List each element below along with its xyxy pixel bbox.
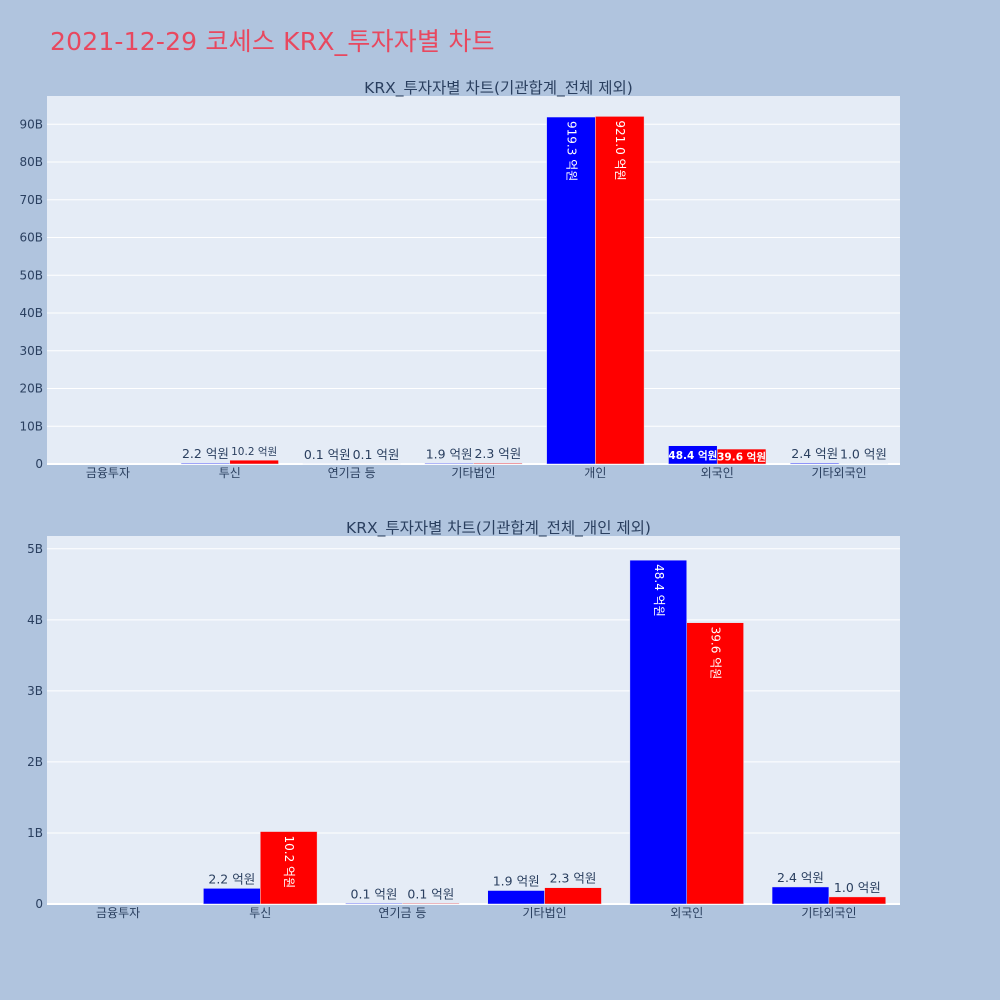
data-label: 921.0 억원 [613, 120, 627, 180]
x-tick-label: 기타외국인 [801, 906, 856, 920]
data-label: 2.3 억원 [550, 871, 597, 886]
data-label: 10.2 억원 [231, 446, 277, 458]
bar-blue [546, 116, 596, 465]
y-tick-label: 0 [35, 457, 43, 471]
bar-blue [790, 462, 840, 465]
y-tick-label: 70B [19, 193, 43, 207]
data-label: 1.0 억원 [840, 447, 887, 462]
y-tick-label: 50B [19, 268, 43, 282]
y-tick-label: 80B [19, 155, 43, 169]
y-tick-label: 3B [27, 684, 43, 698]
chart-title: KRX_투자자별 차트(기관합계_전체 제외) [364, 79, 633, 98]
data-label: 39.6 억원 [717, 451, 766, 464]
data-label: 0.1 억원 [351, 886, 398, 901]
x-tick-label: 기타외국인 [811, 466, 866, 480]
bar-red [402, 903, 460, 905]
bar-red [686, 622, 744, 905]
data-label: 48.4 억원 [652, 564, 666, 617]
x-tick-label: 개인 [584, 466, 606, 480]
x-tick-label: 연기금 등 [328, 466, 376, 480]
x-tick-label: 투신 [249, 906, 271, 920]
y-tick-label: 20B [19, 382, 43, 396]
data-label: 0.1 억원 [407, 886, 454, 901]
data-label: 10.2 억원 [282, 836, 296, 889]
data-label: 919.3 억원 [564, 121, 578, 181]
plot-area [47, 96, 900, 464]
x-tick-label: 기타법인 [522, 906, 566, 920]
data-label: 2.4 억원 [777, 870, 824, 885]
chart-top: KRX_투자자별 차트(기관합계_전체 제외) 0 10B 20B 30B 40B 50B 6… [19, 79, 900, 480]
y-tick-label: 0 [35, 897, 43, 911]
y-tick-label: 1B [27, 826, 43, 840]
x-tick-label: 금융투자 [96, 906, 140, 920]
y-tick-label: 4B [27, 613, 43, 627]
y-tick-label: 90B [19, 117, 43, 131]
bar-red [716, 448, 767, 465]
data-label: 2.2 억원 [182, 446, 229, 461]
x-tick-label: 연기금 등 [378, 906, 426, 920]
data-label: 1.9 억원 [493, 874, 540, 889]
data-label: 48.4 억원 [668, 449, 717, 462]
chart-title: KRX_투자자별 차트(기관합계_전체_개인 제외) [346, 519, 651, 538]
bar-blue [180, 462, 231, 465]
page-title: 2021-12-29 코세스 KRX_투자자별 차트 [50, 27, 495, 56]
data-label: 2.2 억원 [208, 871, 255, 886]
x-tick-label: 기타법인 [451, 466, 495, 480]
bar-red [473, 462, 523, 465]
bar-red [229, 459, 279, 465]
bar-blue [424, 463, 474, 465]
y-tick-label: 10B [19, 419, 43, 433]
bar-red [595, 116, 645, 465]
bar-red [828, 896, 887, 905]
bar-blue [345, 903, 403, 905]
bar-blue [487, 890, 545, 905]
data-label: 2.3 억원 [474, 446, 521, 461]
y-tick-label: 5B [27, 542, 43, 556]
data-label: 0.1 억원 [304, 447, 351, 462]
data-label: 1.9 억원 [426, 446, 473, 461]
data-label: 1.0 억원 [834, 880, 881, 895]
data-label: 39.6 억원 [709, 627, 723, 680]
bar-red [544, 887, 602, 905]
data-label: 0.1 억원 [353, 447, 400, 462]
x-tick-label: 외국인 [670, 906, 703, 920]
y-tick-label: 2B [27, 755, 43, 769]
y-tick-label: 60B [19, 231, 43, 245]
y-tick-label: 40B [19, 306, 43, 320]
x-tick-label: 외국인 [701, 466, 734, 480]
y-tick-label: 30B [19, 344, 43, 358]
chart-bottom: KRX_투자자별 차트(기관합계_전체_개인 제외) 0 1B 2B 3B 4B 5B 금융투… [27, 519, 900, 920]
x-tick-label: 투신 [219, 466, 241, 480]
plot-area [47, 536, 900, 904]
bar-red [260, 831, 318, 905]
bar-blue [771, 886, 830, 905]
bar-blue [629, 559, 688, 905]
bar-blue [203, 888, 261, 905]
data-label: 2.4 억원 [791, 446, 838, 461]
x-tick-label: 금융투자 [86, 466, 130, 480]
